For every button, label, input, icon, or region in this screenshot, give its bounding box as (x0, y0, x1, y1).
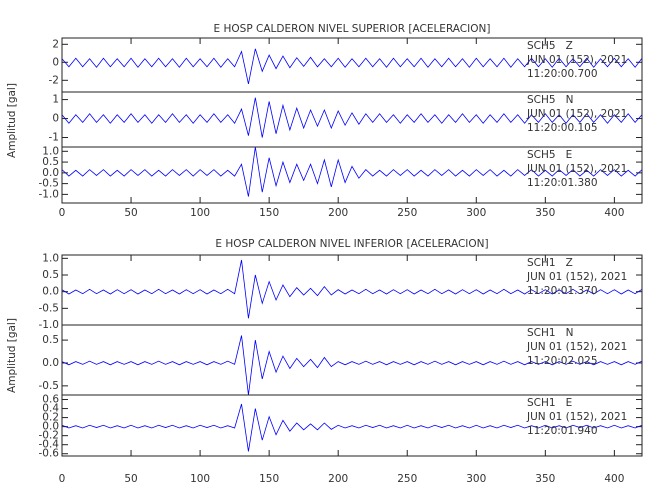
x-tick-label: 100 (190, 207, 210, 219)
trace-label: 11:20:00.105 (527, 122, 598, 134)
x-tick-label: 300 (466, 473, 486, 485)
x-tick-label: 0 (59, 473, 66, 485)
trace-label: SCH1 E (527, 397, 572, 409)
y-tick-label: 0.0 (42, 357, 59, 369)
y-tick-label: 0.6 (42, 394, 59, 406)
x-tick-label: 150 (259, 473, 279, 485)
y-tick-label: -2 (49, 74, 59, 86)
trace-label: JUN 01 (152), 2021 (526, 341, 627, 353)
x-tick-label: 300 (466, 207, 486, 219)
x-tick-label: 400 (604, 473, 624, 485)
x-tick-label: 200 (328, 207, 348, 219)
trace (61, 146, 643, 197)
y-tick-label: 1.0 (42, 145, 59, 157)
trace-label: JUN 01 (152), 2021 (526, 163, 627, 175)
y-tick-label: -0.2 (39, 430, 60, 442)
y-tick-label: 2 (52, 38, 59, 50)
chart-title: E HOSP CALDERON NIVEL SUPERIOR [ACELERAC… (214, 23, 491, 35)
trace (61, 48, 643, 84)
y-tick-label: 0.5 (42, 269, 59, 281)
trace (61, 403, 643, 452)
y-tick-label: 0.2 (42, 412, 59, 424)
y-tick-label: 0.0 (42, 167, 59, 179)
y-tick-label: -0.4 (39, 439, 60, 451)
trace-label: SCH1 N (527, 327, 573, 339)
trace (61, 335, 643, 396)
x-tick-label: 250 (397, 473, 417, 485)
y-tick-label: 0.0 (42, 286, 59, 298)
panel-frame (61, 146, 643, 204)
trace-label: SCH5 E (527, 149, 572, 161)
trace-label: 11:20:00.700 (527, 68, 598, 80)
x-tick-label: 50 (124, 207, 137, 219)
chart-title: E HOSP CALDERON NIVEL INFERIOR [ACELERAC… (215, 238, 488, 250)
x-tick-label: 250 (397, 207, 417, 219)
trace-label: 11:20:01.940 (527, 425, 598, 437)
y-tick-label: -0.5 (39, 302, 60, 314)
y-tick-label: -1.0 (39, 188, 60, 200)
trace-label: JUN 01 (152), 2021 (526, 108, 627, 120)
y-tick-label: 0.5 (42, 334, 59, 346)
y-tick-label: 1 (52, 94, 59, 106)
y-tick-label: 0.0 (42, 421, 59, 433)
y-tick-label: -0.6 (39, 448, 60, 460)
x-tick-label: 0 (59, 207, 66, 219)
trace (61, 97, 643, 138)
x-tick-label: 400 (604, 207, 624, 219)
trace-label: SCH5 Z (527, 40, 573, 52)
y-axis-label: Amplitud [gal] (6, 83, 18, 158)
y-tick-label: -1.0 (39, 319, 60, 331)
trace-label: 11:20:01.370 (527, 285, 598, 297)
y-tick-label: 0 (52, 113, 59, 125)
trace-label: SCH5 N (527, 94, 573, 106)
panel-frame (61, 394, 643, 457)
x-tick-label: 50 (124, 473, 137, 485)
trace-label: JUN 01 (152), 2021 (526, 54, 627, 66)
trace-label: SCH1 Z (527, 257, 573, 269)
y-tick-label: 1.0 (42, 252, 59, 264)
trace-label: JUN 01 (152), 2021 (526, 271, 627, 283)
y-tick-label: -1 (49, 132, 59, 144)
y-tick-label: -0.5 (39, 178, 60, 190)
trace-label: 11:20:01.380 (527, 177, 598, 189)
y-tick-label: 0.4 (42, 403, 59, 415)
x-tick-label: 150 (259, 207, 279, 219)
x-tick-label: 200 (328, 473, 348, 485)
trace (61, 259, 643, 319)
trace-label: 11:20:02.025 (527, 355, 598, 367)
y-tick-label: -0.5 (39, 380, 60, 392)
y-tick-label: 0 (52, 56, 59, 68)
x-tick-label: 350 (535, 473, 555, 485)
trace-label: JUN 01 (152), 2021 (526, 411, 627, 423)
x-tick-label: 350 (535, 207, 555, 219)
x-tick-label: 100 (190, 473, 210, 485)
y-tick-label: 0.5 (42, 156, 59, 168)
y-axis-label: Amplitud [gal] (6, 318, 18, 393)
